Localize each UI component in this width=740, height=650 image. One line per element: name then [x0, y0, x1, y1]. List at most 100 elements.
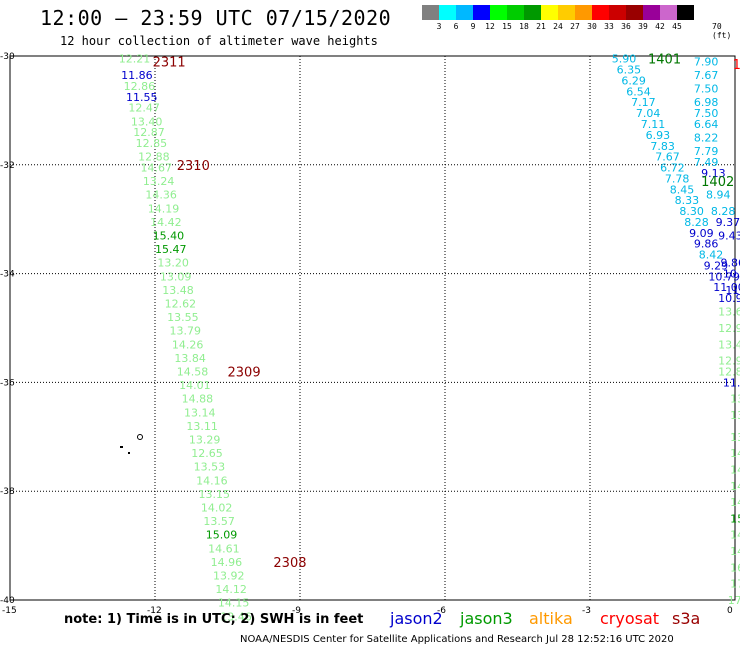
- latitude-label: -34: [0, 270, 15, 280]
- wave-height-value: 7.17: [631, 96, 656, 109]
- longitude-label: -12: [147, 606, 162, 616]
- scale-swatch: [473, 5, 490, 20]
- island-marker: [120, 446, 123, 448]
- wave-height-value: 8.42: [699, 249, 724, 262]
- map-title: 12:00 – 23:59 UTC 07/15/2020: [40, 6, 392, 30]
- wave-height-value: 6.72: [660, 162, 685, 175]
- wave-height-value: 12.62: [165, 298, 197, 311]
- scale-label: 21: [536, 22, 546, 31]
- wave-height-value: 6.54: [626, 85, 651, 98]
- wave-height-value: 7.04: [636, 107, 661, 120]
- wave-height-value: 8.45: [670, 183, 695, 196]
- wave-height-value: 14.02: [201, 502, 233, 515]
- scale-label: 45: [672, 22, 682, 31]
- wave-height-value: 9.86: [721, 257, 740, 270]
- wave-height-value: 15.09: [206, 529, 238, 542]
- legend-jason3: jason3: [460, 609, 513, 628]
- wave-height-value: 7.67: [694, 69, 719, 82]
- scale-swatch: [456, 5, 473, 20]
- scale-label: 42: [655, 22, 665, 31]
- track-time-label: 2311: [153, 55, 186, 70]
- wave-height-value: 14.19: [148, 202, 180, 215]
- wave-height-value: 7.78: [665, 172, 690, 185]
- wave-height-value: 13.79: [170, 325, 202, 338]
- track-time-label: 2308: [273, 556, 306, 571]
- wave-height-value: 7.50: [694, 83, 719, 96]
- latitude-label: -38: [0, 487, 15, 497]
- credit-footer: NOAA/NESDIS Center for Satellite Applica…: [240, 634, 674, 645]
- wave-height-value: 6.93: [646, 129, 671, 142]
- wave-height-value: 13.29: [189, 434, 221, 447]
- longitude-label: -9: [292, 606, 301, 616]
- wave-height-value: 12.86: [124, 80, 156, 93]
- map-subtitle: 12 hour collection of altimeter wave hei…: [60, 34, 378, 48]
- track-time-label: 12: [733, 58, 740, 73]
- wave-height-color-scale: [422, 5, 694, 20]
- wave-height-value: 12.47: [128, 102, 160, 115]
- wave-height-value: 7.90: [694, 55, 719, 68]
- wave-height-value: 5.90: [612, 53, 637, 66]
- scale-swatch: [609, 5, 626, 20]
- scale-swatch: [439, 5, 456, 20]
- wave-height-value: 12.88: [138, 151, 170, 164]
- wave-height-value: 13.40: [131, 115, 163, 128]
- wave-height-value: 15: [730, 512, 740, 525]
- wave-height-value: 16: [730, 561, 740, 574]
- wave-height-value: 13.11: [186, 420, 218, 433]
- scale-swatch: [524, 5, 541, 20]
- wave-height-value: 13.20: [157, 257, 189, 270]
- wave-height-value: 13.14: [184, 406, 216, 419]
- wave-height-value: 14.15: [218, 597, 250, 610]
- color-scale-unit: 70 (ft): [712, 22, 732, 40]
- scale-swatch: [507, 5, 524, 20]
- wave-height-value: 14: [730, 463, 740, 476]
- wave-height-value: 7.49: [694, 156, 719, 169]
- scale-swatch: [575, 5, 592, 20]
- scale-swatch: [541, 5, 558, 20]
- wave-height-value: 15.47: [155, 243, 187, 256]
- track-time-label: 1401: [648, 53, 681, 68]
- latitude-label: -30: [0, 52, 15, 62]
- wave-height-value: 14.61: [208, 542, 240, 555]
- wave-height-value: 9.86: [694, 238, 719, 251]
- wave-height-value: 14: [730, 480, 740, 493]
- legend-s3a: s3a: [672, 609, 701, 628]
- longitude-label: -6: [437, 606, 446, 616]
- scale-label: 36: [621, 22, 631, 31]
- wave-height-value: 11.86: [121, 69, 152, 82]
- latitude-label: -32: [0, 161, 15, 171]
- wave-height-value: 14: [730, 545, 740, 558]
- wave-height-value: 12.87: [133, 126, 165, 139]
- wave-height-value: 8.94: [706, 189, 731, 202]
- wave-height-value: 14.42: [150, 216, 182, 229]
- wave-height-value: 8.33: [675, 194, 700, 207]
- wave-height-value: 9.13: [701, 167, 726, 180]
- scale-swatch: [592, 5, 609, 20]
- track-time-label: 2310: [177, 159, 210, 174]
- map-note: note: 1) Time is in UTC; 2) SWH is in fe…: [64, 612, 364, 627]
- wave-height-value: 12.21: [119, 53, 151, 66]
- wave-height-value: 13: [730, 393, 740, 406]
- latitude-label: -40: [0, 596, 15, 606]
- scale-swatch: [660, 5, 677, 20]
- legend-cryosat: cryosat: [600, 609, 660, 628]
- wave-height-value: 13.15: [199, 488, 231, 501]
- scale-label: 30: [587, 22, 597, 31]
- wave-height-value: 13.46: [220, 610, 252, 623]
- wave-height-value: 13.57: [203, 515, 235, 528]
- wave-height-value: 14.88: [182, 393, 214, 406]
- scale-swatch: [626, 5, 643, 20]
- wave-height-value: 14.01: [179, 379, 211, 392]
- wave-height-value: 6.29: [621, 74, 646, 87]
- wave-height-value: 12.8: [718, 366, 740, 379]
- wave-height-value: 9.43: [718, 230, 740, 243]
- wave-height-value: 11.8: [723, 376, 740, 389]
- wave-height-value: 11.9: [725, 284, 740, 297]
- wave-height-value: 15.40: [153, 230, 185, 243]
- wave-height-value: 10.79: [708, 270, 740, 283]
- track-time-label: 2309: [228, 366, 261, 381]
- wave-height-value: 8.30: [679, 205, 704, 218]
- wave-height-value: 13.24: [143, 175, 175, 188]
- wave-height-value: 14: [730, 447, 740, 460]
